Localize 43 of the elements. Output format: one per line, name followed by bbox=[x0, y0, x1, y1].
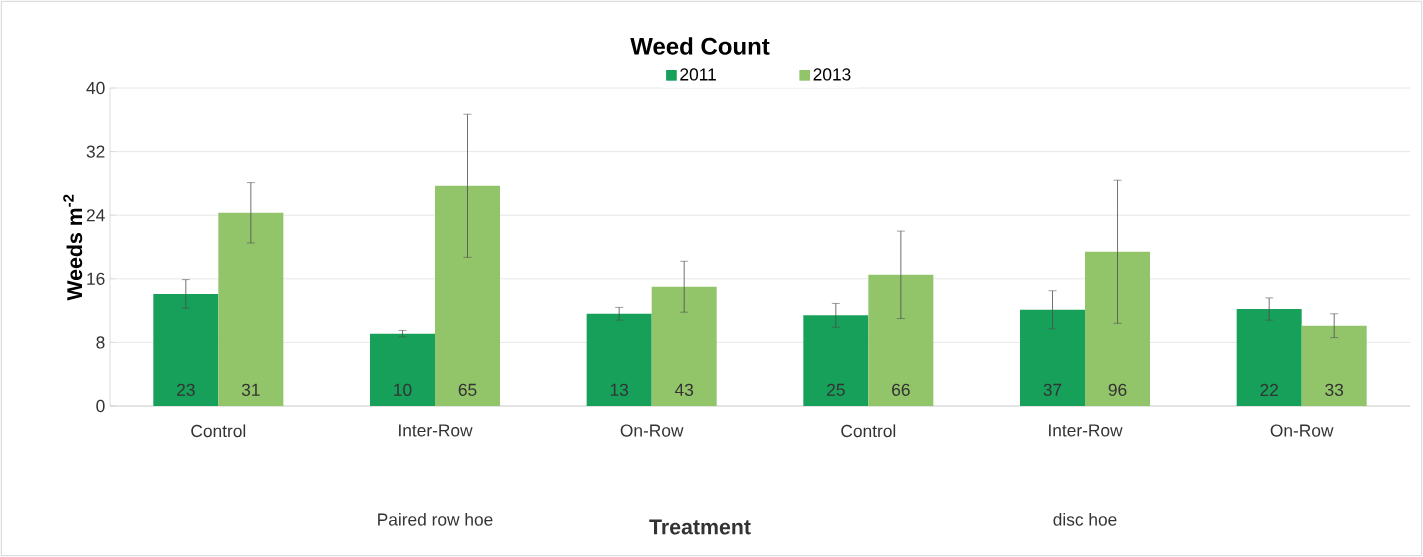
y-tick-label: 16 bbox=[87, 272, 105, 285]
bar bbox=[435, 185, 501, 406]
y-axis-title: Weeds m$^{-2}$ bbox=[63, 194, 83, 301]
text: disc hoe bbox=[1053, 512, 1117, 526]
x-tick-label: On-Row bbox=[620, 424, 684, 437]
annotation: 25 bbox=[827, 383, 845, 396]
bar bbox=[868, 274, 934, 406]
legend-label: 2013 bbox=[813, 68, 851, 81]
annotation: 33 bbox=[1325, 383, 1344, 396]
y-tick-label: 24 bbox=[86, 209, 105, 222]
x-axis-title: Treatment bbox=[649, 519, 751, 535]
bar bbox=[803, 315, 869, 406]
bar bbox=[1236, 309, 1302, 406]
x-tick-label: Control bbox=[191, 424, 246, 438]
annotation: 13 bbox=[610, 383, 629, 396]
y-tick-label: 0 bbox=[96, 399, 105, 413]
x-tick-label: Inter-Row bbox=[1049, 424, 1123, 437]
annotation: 37 bbox=[1043, 383, 1062, 396]
annotation: 96 bbox=[1108, 383, 1127, 396]
bar bbox=[586, 313, 652, 406]
y-tick-label: 32 bbox=[86, 145, 105, 158]
x-tick-label: Inter-Row bbox=[399, 424, 473, 437]
x-tick-label: Control bbox=[841, 424, 896, 438]
bar bbox=[651, 286, 717, 406]
bar bbox=[218, 212, 284, 406]
annotation: 43 bbox=[674, 383, 694, 396]
annotation: 66 bbox=[892, 383, 910, 396]
bar bbox=[370, 333, 435, 406]
bar bbox=[1020, 309, 1086, 406]
legend-label: 2011 bbox=[680, 68, 716, 81]
annotation: 22 bbox=[1260, 383, 1278, 396]
bar bbox=[1085, 251, 1151, 406]
annotation: 65 bbox=[458, 383, 477, 396]
text: Paired row hoe bbox=[378, 512, 493, 526]
x-tick-label: On-Row bbox=[1270, 424, 1334, 437]
annotation: 31 bbox=[241, 383, 260, 396]
annotation: 10 bbox=[394, 383, 412, 396]
bar bbox=[1301, 325, 1367, 406]
annotation: 23 bbox=[177, 383, 195, 396]
bar bbox=[153, 293, 219, 406]
y-tick-label: 8 bbox=[96, 336, 105, 349]
chart-title: Weed Count bbox=[630, 37, 770, 55]
y-tick-label: 40 bbox=[86, 81, 105, 95]
